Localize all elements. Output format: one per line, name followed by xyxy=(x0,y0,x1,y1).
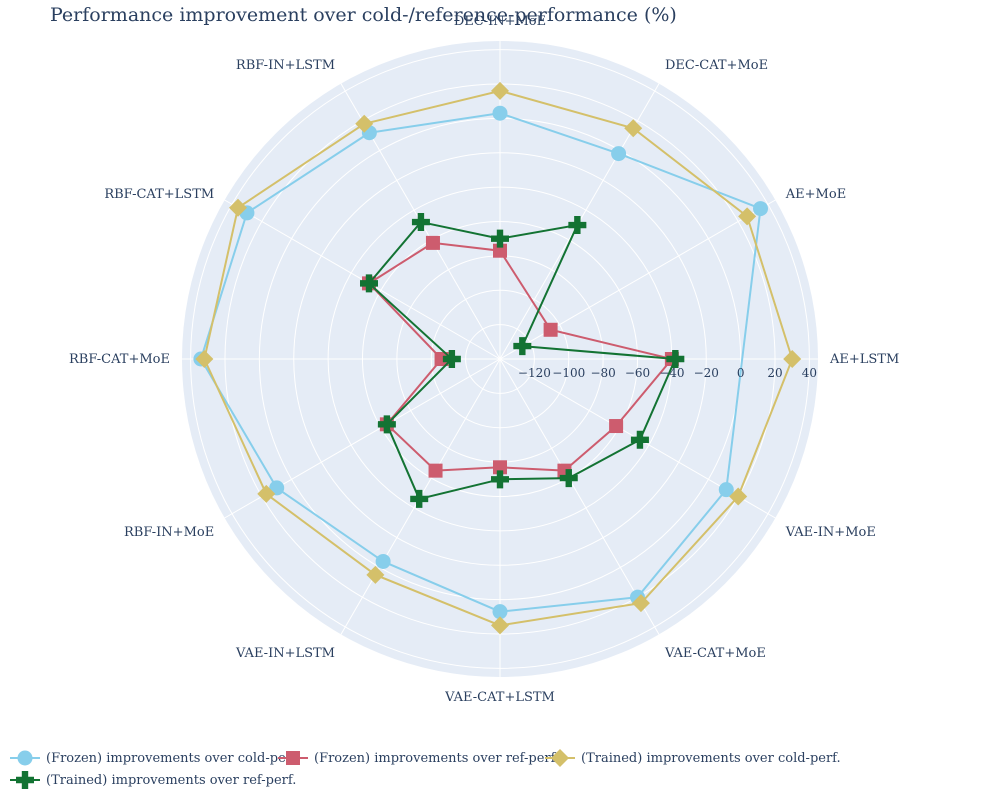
data-point xyxy=(666,350,685,368)
legend-swatch xyxy=(10,750,40,766)
data-point xyxy=(17,750,33,766)
data-point xyxy=(377,415,396,434)
data-point xyxy=(491,470,509,489)
radial-tick-label: −60 xyxy=(625,366,650,380)
radial-tick-label: −100 xyxy=(552,366,585,380)
data-point xyxy=(286,751,300,765)
series-layer xyxy=(193,81,802,635)
data-point xyxy=(543,322,558,337)
radial-tick-label: −120 xyxy=(518,366,551,380)
radial-tick-label: 40 xyxy=(802,366,817,380)
series-4 xyxy=(360,213,685,508)
data-point xyxy=(492,604,508,620)
legend-item[interactable]: (Frozen) improvements over ref-perf. xyxy=(278,748,559,768)
series-line xyxy=(367,241,673,472)
data-point xyxy=(611,146,627,162)
data-point xyxy=(411,213,430,232)
data-point xyxy=(718,482,734,498)
data-point xyxy=(16,771,34,789)
data-point xyxy=(492,105,508,121)
category-label: RBF-CAT+MoE xyxy=(69,352,170,367)
data-point xyxy=(738,207,757,226)
data-point xyxy=(493,243,507,258)
data-point xyxy=(360,274,379,293)
series-3 xyxy=(195,81,802,635)
data-point xyxy=(410,489,429,508)
data-point xyxy=(425,235,440,250)
legend-label: (Frozen) improvements over cold-perf. xyxy=(46,750,301,766)
legend-label: (Trained) improvements over cold-perf. xyxy=(581,750,841,766)
legend-label: (Trained) improvements over ref-perf. xyxy=(46,772,297,788)
radial-tick-label: −40 xyxy=(659,366,684,380)
radial-tick-label: −80 xyxy=(590,366,615,380)
data-point xyxy=(491,81,509,100)
chart-title: Performance improvement over cold-/refer… xyxy=(50,4,677,26)
data-point xyxy=(428,463,443,478)
category-label: VAE-IN+LSTM xyxy=(235,646,335,661)
category-label: RBF-IN+MoE xyxy=(124,525,214,540)
label-layer: −120 −100 −80 −60 −40 −20 0 20 40 AE+LSTM AE+MoE DE… xyxy=(69,14,899,705)
series-line xyxy=(199,112,762,613)
data-point xyxy=(630,430,649,449)
data-point xyxy=(513,337,532,356)
grid-spoke xyxy=(499,358,660,635)
category-label: DEC-IN+MoE xyxy=(454,14,546,29)
data-point xyxy=(442,350,461,368)
data-point xyxy=(195,350,214,368)
radial-tick-label: −20 xyxy=(694,366,719,380)
category-label: VAE-CAT+LSTM xyxy=(444,690,555,705)
category-label: RBF-CAT+LSTM xyxy=(104,187,214,202)
data-point xyxy=(257,484,276,503)
category-label: VAE-CAT+MoE xyxy=(664,646,766,661)
data-point xyxy=(559,469,578,488)
data-point xyxy=(375,553,391,569)
data-point xyxy=(568,216,587,235)
radial-tick-label: 20 xyxy=(767,366,782,380)
data-point xyxy=(753,201,769,217)
data-point xyxy=(551,749,569,767)
data-point xyxy=(729,487,748,506)
data-point xyxy=(491,229,509,248)
data-point xyxy=(434,352,449,366)
legend-swatch xyxy=(10,771,40,789)
data-point xyxy=(355,114,374,133)
data-point xyxy=(609,419,624,434)
radar-chart: −120 −100 −80 −60 −40 −20 0 20 40 AE+LSTM AE+MoE DE… xyxy=(69,14,899,705)
data-point xyxy=(624,119,643,138)
category-label: DEC-CAT+MoE xyxy=(665,58,768,73)
legend-item[interactable]: (Trained) improvements over ref-perf. xyxy=(10,770,296,790)
radial-tick-label: 0 xyxy=(737,366,745,380)
legend-item[interactable]: (Trained) improvements over cold-perf. xyxy=(545,748,841,768)
data-point xyxy=(229,198,248,217)
category-label: VAE-IN+MoE xyxy=(785,525,876,540)
data-point xyxy=(493,460,507,475)
data-point xyxy=(783,350,802,368)
data-point xyxy=(366,565,385,584)
data-point xyxy=(631,594,650,613)
legend-label: (Frozen) improvements over ref-perf. xyxy=(314,750,560,766)
data-point xyxy=(491,616,509,635)
category-label: RBF-IN+LSTM xyxy=(236,58,335,73)
legend-swatch xyxy=(278,751,308,765)
category-label: AE+MoE xyxy=(785,187,846,202)
legend-swatch xyxy=(545,749,575,767)
category-label: AE+LSTM xyxy=(829,352,899,367)
legend-item[interactable]: (Frozen) improvements over cold-perf. xyxy=(10,748,300,768)
